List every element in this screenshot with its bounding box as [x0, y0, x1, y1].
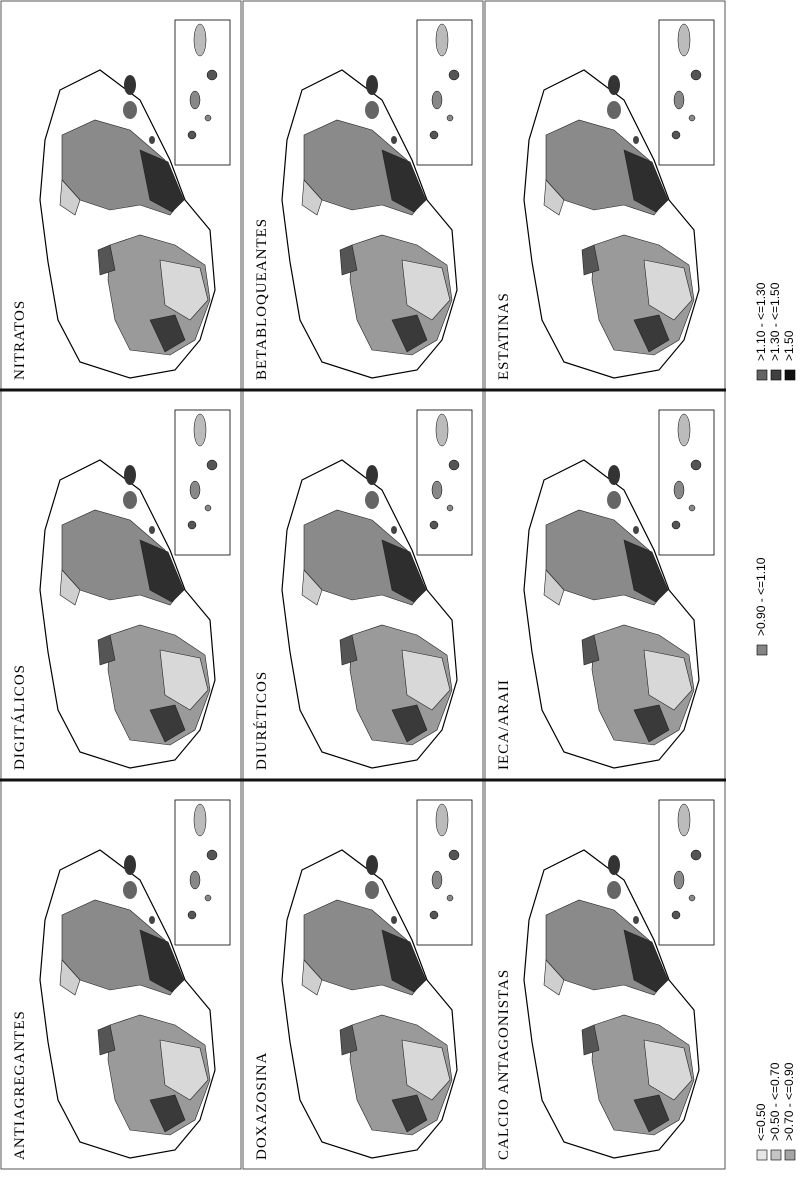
map-panel: ESTATINAS — [485, 1, 725, 389]
panel-title: ESTATINAS — [496, 292, 512, 380]
map — [40, 800, 230, 1158]
map-panel: NITRATOS — [1, 1, 241, 389]
legend-label: >0.70 - <=0.90 — [782, 1062, 796, 1141]
panel-title: NITRATOS — [12, 300, 28, 380]
panels: NITRATOS BETABLOQUEANTES ESTATINAS DIGITÁLI… — [0, 1, 726, 1169]
map — [282, 800, 472, 1158]
legend-label: >1.30 - <=1.50 — [768, 282, 782, 361]
panel-title: CALCIO ANTAGONISTAS — [496, 969, 512, 1160]
legend-swatch — [757, 370, 767, 380]
map — [40, 20, 230, 378]
map-panel: IECA/ARAII — [485, 391, 725, 779]
map — [282, 20, 472, 378]
legend-label: >1.10 - <=1.30 — [754, 282, 768, 361]
map — [524, 20, 714, 378]
legend: >1.10 - <=1.30>1.30 - <=1.50>1.50 >0.90 -… — [754, 282, 796, 1160]
panel-title: DIGITÁLICOS — [11, 664, 28, 770]
map — [524, 410, 714, 768]
map-panel: DIURÉTICOS — [243, 391, 483, 779]
map — [40, 410, 230, 768]
map-panel: DOXAZOSINA — [243, 781, 483, 1169]
panel-title: DIURÉTICOS — [253, 671, 270, 770]
figure: NITRATOS BETABLOQUEANTES ESTATINAS DIGITÁLI… — [0, 0, 810, 1179]
map — [282, 410, 472, 768]
legend-label: >0.90 - <=1.10 — [754, 557, 768, 636]
map-panel: ANTIAGREGANTES — [1, 781, 241, 1169]
legend-swatch — [757, 1150, 767, 1160]
panel-title: BETABLOQUEANTES — [254, 218, 270, 380]
legend-swatch — [785, 370, 795, 380]
legend-label: <=0.50 — [754, 1103, 768, 1141]
legend-label: >0.50 - <=0.70 — [768, 1062, 782, 1141]
panel-title: DOXAZOSINA — [254, 1052, 270, 1160]
legend-swatch — [757, 645, 767, 655]
legend-swatch — [771, 1150, 781, 1160]
map-panel: BETABLOQUEANTES — [243, 1, 483, 389]
legend-label: >1.50 — [782, 330, 796, 361]
legend-swatch — [785, 1150, 795, 1160]
legend-swatch — [771, 370, 781, 380]
map-panel: CALCIO ANTAGONISTAS — [485, 781, 725, 1169]
map-panel: DIGITÁLICOS — [1, 391, 241, 779]
panel-title: IECA/ARAII — [496, 679, 512, 770]
map — [524, 800, 714, 1158]
panel-title: ANTIAGREGANTES — [12, 1010, 28, 1160]
